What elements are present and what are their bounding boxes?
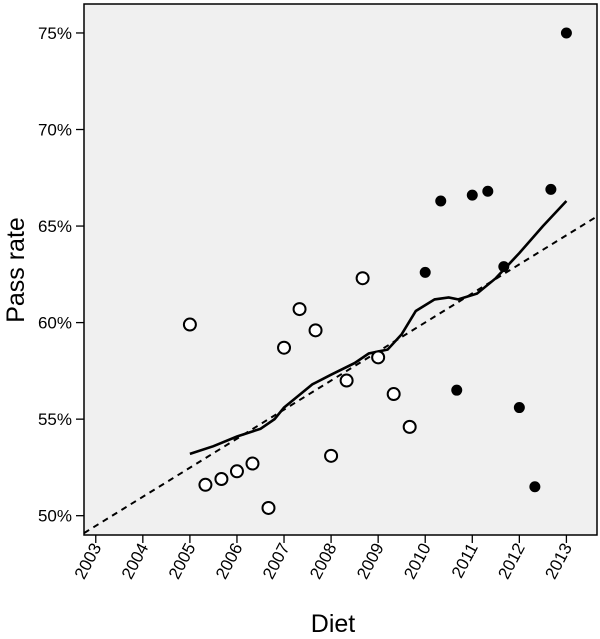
y-tick-label: 75% [38, 24, 72, 43]
filled-data-point [560, 27, 572, 39]
y-tick-label: 65% [38, 217, 72, 236]
y-tick-label: 55% [38, 410, 72, 429]
open-data-point [402, 419, 417, 434]
x-axis-title: Diet [311, 610, 356, 638]
x-tick-label: 2006 [212, 540, 247, 582]
open-data-point [292, 302, 307, 317]
filled-data-point [482, 185, 494, 197]
x-tick-label: 2003 [71, 540, 106, 582]
open-data-point [355, 271, 370, 286]
x-tick-label: 2013 [541, 540, 576, 582]
data-points [182, 27, 572, 515]
plot-area [83, 3, 598, 536]
open-data-point [182, 317, 197, 332]
open-data-point [386, 387, 401, 402]
open-data-point [339, 373, 354, 388]
filled-data-point [529, 481, 541, 493]
filled-data-point [498, 261, 510, 273]
y-axis: 50% 55% 60% 65% 70% 75% [38, 24, 84, 526]
open-data-point [308, 323, 323, 338]
x-axis: 2003 2004 2005 2006 2007 2008 2009 2010 2011 2012… [71, 535, 576, 582]
open-data-point [324, 448, 339, 463]
open-data-point [261, 500, 276, 515]
filled-data-point [435, 195, 447, 207]
open-data-point [277, 340, 292, 355]
x-tick-label: 2005 [165, 540, 200, 582]
open-data-point [229, 464, 244, 479]
filled-data-point [466, 189, 478, 201]
x-tick-label: 2010 [400, 540, 435, 582]
x-tick-label: 2012 [494, 540, 529, 582]
y-tick-label: 50% [38, 507, 72, 526]
y-tick-label: 60% [38, 314, 72, 333]
filled-data-point [419, 266, 431, 278]
filled-data-point [451, 384, 463, 396]
x-tick-label: 2004 [118, 540, 153, 582]
filled-data-point [545, 183, 557, 195]
x-tick-label: 2011 [448, 540, 482, 581]
y-tick-label: 70% [38, 121, 72, 140]
open-data-point [214, 472, 229, 487]
linear-fit-line [83, 215, 598, 534]
x-tick-label: 2008 [306, 540, 341, 582]
filled-data-point [513, 402, 525, 414]
x-tick-label: 2009 [353, 540, 388, 582]
x-tick-label: 2007 [259, 540, 294, 582]
open-data-point [245, 456, 260, 471]
open-data-point [198, 477, 213, 492]
open-data-point [371, 350, 386, 365]
y-axis-title: Pass rate [2, 217, 30, 323]
